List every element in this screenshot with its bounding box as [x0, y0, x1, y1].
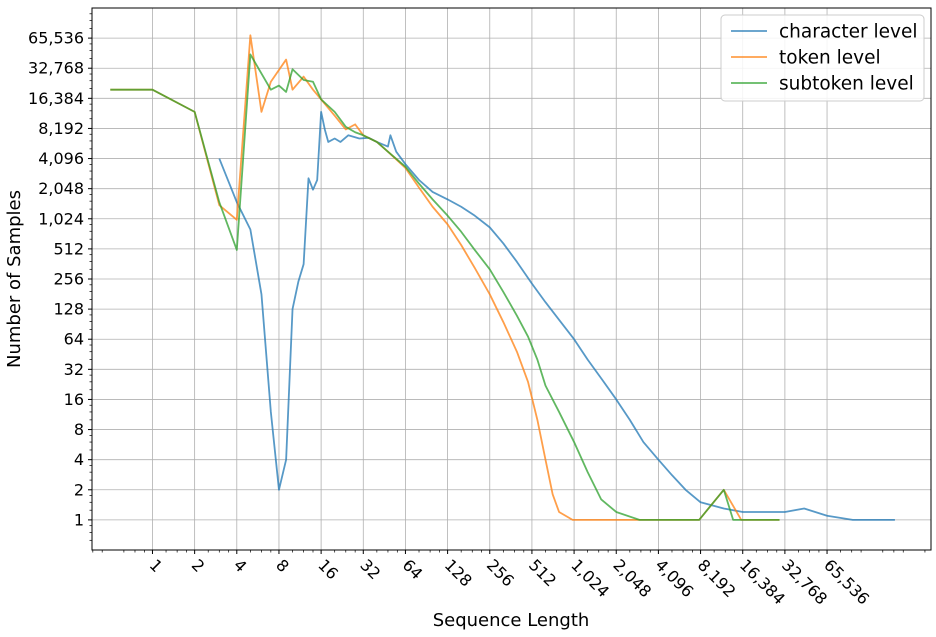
y-tick-label: 65,536	[28, 29, 84, 48]
y-tick-label: 2	[74, 480, 84, 499]
y-tick-label: 16,384	[28, 89, 84, 108]
plot-lines	[110, 34, 895, 521]
y-tick-label: 32,768	[28, 59, 84, 78]
y-tick-label: 128	[53, 300, 84, 319]
y-tick-label: 4	[74, 450, 84, 469]
legend-box	[720, 14, 925, 102]
grid	[92, 8, 931, 550]
y-tick-label: 16	[64, 390, 84, 409]
y-tick-label: 64	[64, 330, 84, 349]
y-axis-ticks: 1 2 4 8 16 32 64 128 256 512 1,024 2,048 4,096 8,192 1…	[28, 13, 92, 541]
x-axis-label: Sequence Length	[433, 610, 590, 631]
y-tick-label: 1	[74, 510, 84, 529]
y-tick-label: 32	[64, 360, 84, 379]
y-tick-label: 8	[74, 420, 84, 439]
series-line-character-level	[218, 110, 895, 521]
legend-label-character-level: character level	[779, 22, 917, 43]
legend-label-subtoken-level: subtoken level	[779, 74, 914, 95]
y-axis-label: Number of Samples	[4, 190, 25, 368]
y-tick-label: 4,096	[38, 149, 84, 168]
legend-label-token-level: token level	[779, 48, 881, 69]
series-line-subtoken-level	[110, 53, 780, 521]
y-tick-label: 2,048	[38, 179, 84, 198]
y-tick-label: 256	[53, 270, 84, 289]
y-tick-label: 8,192	[38, 119, 84, 138]
legend: character level token level subtoken level	[720, 14, 925, 102]
y-tick-label: 1,024	[38, 209, 84, 228]
y-tick-label: 512	[53, 239, 84, 258]
